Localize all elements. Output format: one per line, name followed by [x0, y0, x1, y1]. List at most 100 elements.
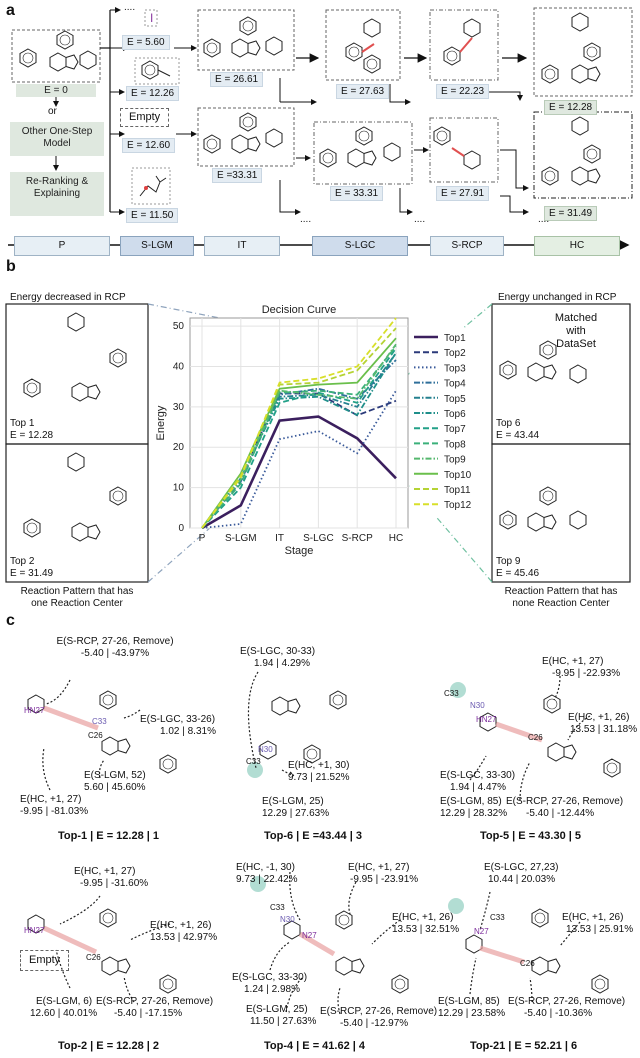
chart-xtick-label-2: IT	[275, 533, 284, 544]
c5-ann-8: E(S-RCP, 27-26, Remove)	[506, 796, 624, 807]
c2-atom-hn27: HN27	[24, 926, 45, 935]
chart-legend-label-top4: Top4	[444, 379, 466, 390]
one-step-model-box: Other One-Step Model	[10, 122, 104, 156]
left-caption-1: Reaction Pattern that has	[20, 586, 134, 597]
c6-atom-c33: C33	[246, 757, 261, 766]
c5-ann-5: 1.94 | 4.47%	[450, 782, 506, 793]
chart-xtick-label-0: P	[199, 533, 206, 544]
chart-xtick-label-3: S-LGC	[303, 533, 334, 544]
c2-ann-5: E(S-LGM, 6)	[36, 996, 93, 1007]
stage-srcp: S-RCP	[430, 236, 504, 256]
c21-ann-6: E(S-RCP, 27-26, Remove)	[508, 996, 626, 1007]
c21-ann-1: 10.44 | 20.03%	[488, 874, 556, 885]
chart-legend-label-top5: Top5	[444, 394, 466, 405]
c21-ann-2: E(HC, +1, 26)	[562, 912, 624, 923]
c6-ann-5: 12.29 | 27.63%	[262, 808, 330, 819]
start-energy: E = 0	[16, 84, 96, 97]
c4-ann-11: -5.40 | -12.97%	[340, 1018, 409, 1029]
c5-ann-2: E(HC, +1, 26)	[568, 712, 630, 723]
c1-ann-7: -9.95 | -81.03%	[20, 806, 89, 817]
c4-atom-c33: C33	[270, 903, 285, 912]
chart-legend-label-top9: Top9	[444, 455, 466, 466]
c1-ann-5: 5.60 | 45.60%	[84, 782, 146, 793]
chart-legend-label-top3: Top3	[444, 363, 466, 374]
c5-atom-c33: C33	[444, 689, 459, 698]
chart-series-line-top9	[201, 343, 397, 529]
chart-xlabel: Stage	[285, 545, 314, 557]
right-caption-1: Reaction Pattern that has	[504, 586, 618, 597]
stage-slgm: S-LGM	[120, 236, 194, 256]
hc-energy-1: E = 12.28	[544, 100, 598, 115]
stage-it: IT	[204, 236, 280, 256]
c1-ann-6: E(HC, +1, 27)	[20, 794, 82, 805]
chart-series-line-top8	[201, 345, 397, 529]
c5-atom-c26: C26	[528, 733, 543, 742]
c21-ann-4: E(S-LGM, 85)	[438, 996, 500, 1007]
hc-energy-2: E = 31.49	[544, 206, 598, 221]
chart-legend-label-top1: Top1	[444, 333, 466, 344]
top1-name: Top 1	[10, 418, 35, 429]
c1-ann-3: 1.02 | 8.31%	[160, 726, 216, 737]
stage-slgc: S-LGC	[312, 236, 408, 256]
top6-name: Top 6	[496, 418, 521, 429]
c21-ann-3: 13.53 | 25.91%	[566, 924, 634, 935]
c4-atom-n30: N30	[280, 915, 295, 924]
chart-ytick-label-1: 10	[173, 483, 185, 494]
ellipsis-slgc: ....	[414, 214, 426, 225]
c5-ann-3: 13.53 | 31.18%	[570, 724, 638, 735]
decision-curve-chart: 0 10 20 30 40 50 P S-LGM IT S-LGC S-RCP HC Decision …	[155, 304, 487, 557]
c1-ann-0: E(S-RCP, 27-26, Remove)	[56, 636, 174, 647]
chart-legend-label-top7: Top7	[444, 424, 466, 435]
ellipsis-it: ....	[300, 214, 312, 225]
c2-ann-6: 12.60 | 40.01%	[30, 1008, 98, 1019]
ellipsis-hc: ....	[538, 214, 550, 225]
chart-ytick-label-5: 50	[173, 321, 185, 332]
c21-ann-7: -5.40 | -10.36%	[524, 1008, 593, 1019]
top9-energy: E = 45.46	[496, 568, 540, 579]
srcp-energy-1: E = 22.23	[436, 84, 490, 99]
c5-ann-0: E(HC, +1, 27)	[542, 656, 604, 667]
slgc-energy-1: E = 27.63	[336, 84, 390, 99]
chart-series-line-top1	[201, 415, 397, 530]
chart-xtick-label-4: S-RCP	[342, 533, 373, 544]
c2-ann-0: E(HC, +1, 27)	[74, 866, 136, 877]
stage-hc: HC	[534, 236, 620, 256]
it-energy-2: E =33.31	[212, 168, 263, 183]
chart-series-line-top7	[201, 347, 397, 529]
c4-ann-7: 1.24 | 2.98%	[244, 984, 300, 995]
c1-ann-1: -5.40 | -43.97%	[80, 648, 150, 659]
chart-legend-box	[409, 327, 487, 517]
c21-atom-c33: C33	[490, 913, 505, 922]
c4-ann-4: E(HC, +1, 26)	[392, 912, 454, 923]
slgm-energy-2: E = 12.26	[126, 86, 180, 101]
c6-ann-1: 1.94 | 4.29%	[254, 658, 310, 669]
c4-ann-6: E(S-LGC, 33-30)	[232, 972, 308, 983]
top1-energy: E = 12.28	[10, 430, 54, 441]
c5-atom-hn27: HN27	[476, 715, 497, 724]
chart-xtick-label-1: S-LGM	[225, 533, 257, 544]
chart-ytick-label-3: 30	[173, 402, 185, 413]
ellipsis-top: ....	[124, 2, 136, 13]
c2-caption: Top-2 | E = 12.28 | 2	[58, 1040, 160, 1052]
c1-ann-4: E(S-LGM, 52)	[84, 770, 146, 781]
reranking-box: Re-Ranking & Explaining	[10, 172, 104, 216]
c1-caption: Top-1 | E = 12.28 | 1	[58, 830, 160, 842]
chart-legend-label-top8: Top8	[444, 439, 466, 450]
chart-series-line-top10	[201, 337, 397, 529]
matched-label: Matched with DataSet	[554, 312, 598, 350]
chart-series-line-top3	[201, 390, 397, 529]
c2-ann-8: -5.40 | -17.15%	[114, 1008, 183, 1019]
chart-ytick-label-2: 20	[173, 442, 185, 453]
slgm-energy-1: E = 5.60	[122, 35, 170, 50]
c4-caption: Top-4 | E = 41.62 | 4	[264, 1040, 366, 1052]
empty-label: Empty	[120, 108, 170, 127]
panel-letter-a: a	[6, 2, 15, 19]
panel-letter-c: c	[6, 612, 15, 629]
or-label: or	[48, 106, 57, 117]
c2-ann-2: E(HC, +1, 26)	[150, 920, 212, 931]
c21-caption: Top-21 | E = 52.21 | 6	[470, 1040, 578, 1052]
it-energy-1: E = 26.61	[210, 72, 264, 87]
top9-name: Top 9	[496, 556, 521, 567]
c6-ann-4: E(S-LGM, 25)	[262, 796, 324, 807]
